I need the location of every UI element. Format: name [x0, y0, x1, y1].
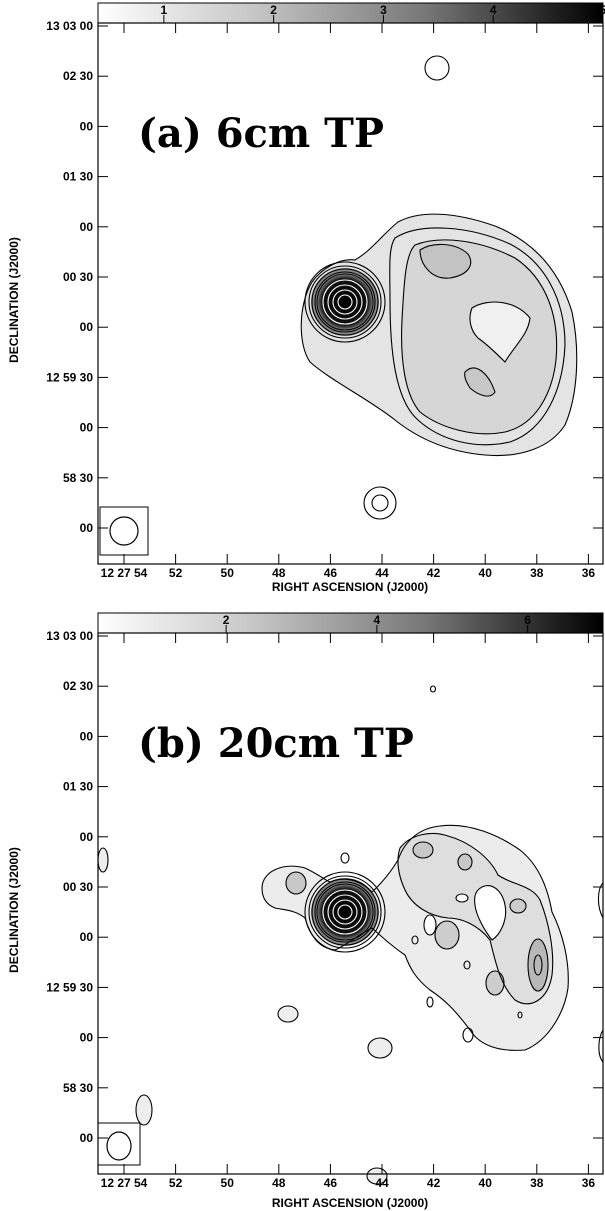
panel-b-dec-tick-label: 00 [80, 729, 94, 743]
panel-b-xlabel: RIGHT ASCENSION (J2000) [272, 1196, 428, 1210]
panel-a-dec-tick-label: 02 30 [63, 69, 93, 83]
panel-a-dec-tick-label: 00 [80, 421, 94, 435]
panel-b-colorbar-tick-label: 2 [223, 613, 230, 627]
panel-b-dec-tick-label: 01 30 [63, 780, 93, 794]
panel-b-ra-tick-label: 52 [169, 1176, 183, 1190]
panel-b-contours [97, 685, 604, 1185]
panel-a-ra-tick-label: 12 27 54 [101, 566, 148, 580]
panel-a-dec-tick-label: 01 30 [63, 170, 93, 184]
panel-a-frame [97, 22, 604, 565]
panel-b-beam [97, 1122, 141, 1166]
panel-a-colorbar-tick-label: 5 [600, 3, 605, 17]
panel-a-ra-tick-label: 40 [479, 566, 493, 580]
panel-b-frame [97, 632, 604, 1175]
panel-b-ra-tick-label: 38 [530, 1176, 544, 1190]
panel-b-ra-tick-label: 46 [324, 1176, 338, 1190]
panel-a-colorbar-tick-label: 3 [380, 3, 387, 17]
panel-a-dec-tick-label: 00 [80, 320, 94, 334]
panel-a-ra-tick-label: 36 [582, 566, 596, 580]
panel-a-beam [99, 506, 149, 556]
panel-a-dec-tick-label: 00 30 [63, 270, 93, 284]
panel-b-label: (b) 20cm TP [138, 720, 414, 767]
panel-b-dec-tick-label: 00 [80, 930, 94, 944]
panel-a-dec-tick-label: 13 03 00 [46, 19, 93, 33]
panel-b-dec-tick-label: 02 30 [63, 679, 93, 693]
panel-a-colorbar-ticks: 1 2 3 4 5 [161, 3, 605, 23]
panel-a-label: (a) 6cm TP [138, 110, 384, 157]
panel-b-ra-tick-label: 50 [221, 1176, 235, 1190]
panel-a-dec-tick-label: 00 [80, 521, 94, 535]
panel-b-dec-tick-label: 13 03 00 [46, 629, 93, 643]
panel-a-emission [301, 214, 577, 456]
panel-b-colorbar-tick-label: 6 [524, 613, 531, 627]
panel-b-dec-tick-label: 00 [80, 1031, 94, 1045]
panel-b-dec-tick-label: 00 [80, 1131, 94, 1145]
panel-b-ra-tick-label: 48 [272, 1176, 286, 1190]
panel-a-ra-tick-label: 44 [375, 566, 389, 580]
panel-b-ra-tick-label: 12 27 54 [101, 1176, 148, 1190]
panel-a-xlabel: RIGHT ASCENSION (J2000) [272, 580, 428, 594]
panel-b-ra-tick-label: 44 [375, 1176, 389, 1190]
panel-b-dec-tick-label: 58 30 [63, 1081, 93, 1095]
panel-a-ra-tick-label: 38 [530, 566, 544, 580]
panel-b-ra-tick-label: 36 [582, 1176, 596, 1190]
panel-b-dec-tick-label: 00 30 [63, 880, 93, 894]
panel-b-ra-tick-label: 42 [427, 1176, 441, 1190]
panel-a: 1 2 3 4 5 [7, 2, 605, 594]
panel-a-dec-tick-label: 58 30 [63, 471, 93, 485]
panel-a-dec-tick-label: 12 59 30 [46, 370, 93, 384]
panel-a-dec-tick-label: 00 [80, 220, 94, 234]
panel-a-dec-tick-label: 00 [80, 119, 94, 133]
panel-a-ra-tick-label: 52 [169, 566, 183, 580]
panel-a-colorbar [97, 2, 604, 24]
panel-a-ylabel: DECLINATION (J2000) [7, 237, 21, 363]
panel-b-ticks: 12 27 54 52 50 48 46 44 42 40 38 36 13 03 00 02 30 0… [46, 629, 603, 1190]
panel-a-colorbar-tick-label: 2 [270, 3, 277, 17]
panel-b-dec-tick-label: 12 59 30 [46, 980, 93, 994]
panel-a-ra-tick-label: 42 [427, 566, 441, 580]
panel-a-ra-tick-label: 48 [272, 566, 286, 580]
panel-a-colorbar-tick-label: 1 [161, 3, 168, 17]
panel-b-ylabel: DECLINATION (J2000) [7, 847, 21, 973]
panel-a-colorbar-tick-label: 4 [490, 3, 497, 17]
panel-a-ra-tick-label: 46 [324, 566, 338, 580]
panel-b-colorbar-tick-label: 4 [374, 613, 381, 627]
panel-a-contours [300, 55, 578, 520]
panel-b-colorbar-ticks: 2 4 6 [223, 613, 531, 633]
panel-b-ra-tick-label: 40 [479, 1176, 493, 1190]
panel-b-dec-tick-label: 00 [80, 830, 94, 844]
panel-a-ticks: 12 27 54 52 50 48 46 44 42 40 38 36 13 03 00 02 30 0… [46, 19, 603, 580]
panel-b-emission [98, 825, 569, 1184]
panel-a-ra-tick-label: 50 [221, 566, 235, 580]
